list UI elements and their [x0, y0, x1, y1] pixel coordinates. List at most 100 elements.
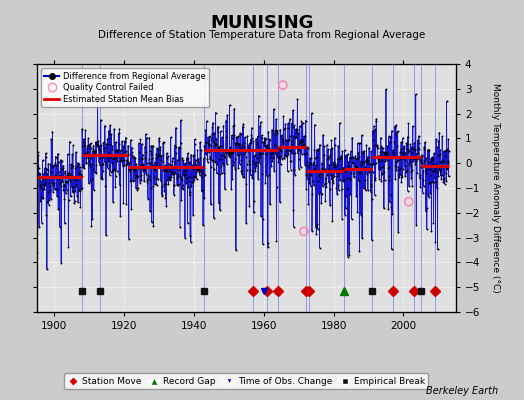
Point [236, 130, 244, 136]
Point [348, 159, 357, 165]
Point [214, 124, 222, 130]
Point [156, 147, 164, 153]
Point [121, 138, 129, 144]
Point [99, 168, 107, 174]
Point [431, 175, 439, 182]
Point [266, 137, 274, 144]
Point [352, 155, 361, 162]
Point [336, 177, 344, 184]
Point [290, 166, 298, 173]
Point [181, 234, 189, 241]
Point [276, 161, 285, 168]
Point [294, 130, 302, 136]
Point [42, 212, 50, 218]
Point [175, 155, 183, 162]
Point [406, 159, 414, 166]
Point [345, 154, 354, 160]
Point [399, 144, 408, 151]
Point [370, 142, 378, 148]
Point [63, 179, 71, 186]
Point [239, 144, 248, 150]
Point [173, 171, 182, 178]
Point [61, 173, 70, 180]
Point [339, 164, 347, 171]
Point [269, 130, 277, 137]
Point [435, 168, 444, 174]
Point [415, 146, 423, 152]
Point [422, 226, 431, 232]
Point [50, 180, 58, 186]
Point [392, 129, 401, 136]
Point [41, 150, 50, 157]
Point [139, 166, 148, 172]
Point [47, 169, 55, 175]
Point [168, 158, 177, 164]
Point [247, 136, 255, 143]
Point [440, 176, 448, 182]
Point [256, 123, 264, 130]
Point [343, 186, 352, 192]
Point [374, 153, 382, 160]
Point [120, 157, 128, 163]
Point [416, 155, 424, 162]
Point [215, 156, 223, 163]
Point [418, 160, 427, 166]
Point [199, 163, 208, 169]
Point [45, 197, 53, 204]
Point [233, 148, 241, 154]
Point [395, 171, 403, 177]
Point [213, 146, 221, 152]
Point [279, 126, 288, 132]
Point [35, 224, 43, 230]
Point [410, 155, 418, 162]
Point [101, 122, 109, 129]
Point [430, 179, 438, 185]
Point [428, 179, 436, 185]
Point [49, 163, 57, 169]
Point [372, 118, 380, 124]
Point [337, 186, 346, 192]
Point [333, 173, 341, 180]
Point [155, 138, 163, 144]
Point [354, 168, 362, 175]
Point [152, 182, 161, 188]
Point [244, 144, 253, 151]
Point [438, 133, 446, 140]
Point [238, 142, 246, 148]
Point [429, 161, 437, 167]
Point [406, 141, 414, 147]
Point [191, 140, 199, 147]
Point [297, 136, 305, 143]
Point [263, 143, 271, 150]
Point [386, 199, 394, 205]
Point [269, 147, 278, 154]
Point [444, 173, 453, 180]
Point [216, 128, 225, 134]
Point [328, 218, 336, 224]
Point [285, 136, 293, 143]
Point [110, 166, 118, 172]
Point [268, 158, 277, 164]
Point [375, 175, 384, 182]
Point [223, 148, 232, 154]
Point [382, 150, 390, 157]
Point [285, 146, 293, 153]
Point [163, 150, 171, 156]
Point [371, 175, 379, 181]
Point [386, 138, 394, 145]
Point [231, 140, 239, 146]
Point [60, 182, 68, 188]
Point [320, 152, 329, 158]
Point [329, 178, 337, 184]
Point [358, 235, 366, 242]
Point [232, 141, 240, 147]
Point [82, 160, 90, 166]
Point [115, 130, 123, 136]
Point [255, 156, 264, 163]
Point [280, 152, 289, 159]
Point [86, 145, 95, 152]
Point [342, 193, 351, 199]
Point [346, 148, 355, 154]
Point [70, 176, 78, 182]
Point [442, 170, 450, 176]
